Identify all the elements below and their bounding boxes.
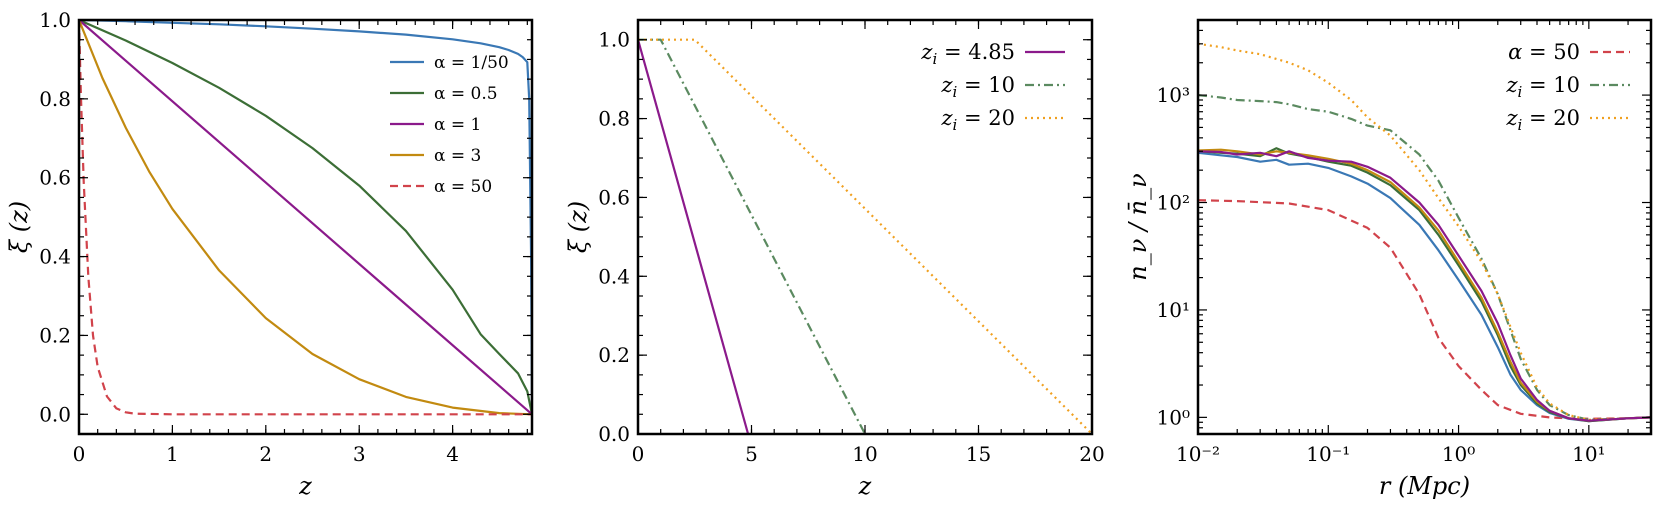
x-tick-label: 0 xyxy=(632,442,645,466)
series-line-4 xyxy=(79,20,532,416)
legend-label: zi = 20 xyxy=(1505,106,1580,134)
y-tick-label: 0.0 xyxy=(598,422,630,446)
y-tick-label: 1.0 xyxy=(39,8,71,32)
series-line-0 xyxy=(79,20,532,415)
legend-label: zi = 4.85 xyxy=(920,40,1015,68)
y-tick-label: 10¹ xyxy=(1157,298,1190,322)
series-line-0 xyxy=(1198,199,1651,420)
legend-entry: α = 1 xyxy=(390,115,481,135)
y-tick-label: 0.0 xyxy=(39,402,71,426)
series-line-0 xyxy=(638,39,750,434)
legend-label: α = 1/50 xyxy=(434,53,509,73)
y-tick-label: 0.4 xyxy=(39,245,71,269)
axes-frame xyxy=(636,18,1094,436)
x-tick-label: 5 xyxy=(745,442,758,466)
legend-entry: α = 50 xyxy=(390,177,492,197)
x-tick-label: 20 xyxy=(1079,442,1104,466)
x-tick-label: 2 xyxy=(259,442,272,466)
series-line-2 xyxy=(1198,42,1651,421)
panel-xi-zi: 0 5 10 15 20 0.0 0.2 0.4 0.6 0.8 1.0 z ξ (z) zi = 4.8… xyxy=(564,18,1105,500)
legend-label: α = 50 xyxy=(434,177,492,197)
series-line-1 xyxy=(638,38,866,434)
legend-entry: α = 50 xyxy=(1508,40,1630,64)
x-tick-label: 10¹ xyxy=(1572,442,1605,466)
x-tick-label: 0 xyxy=(73,442,86,466)
series-line-4 xyxy=(1198,147,1651,423)
series-line-6 xyxy=(1198,150,1651,422)
legend-label: zi = 20 xyxy=(940,106,1015,134)
x-tick-label: 1 xyxy=(166,442,179,466)
x-axis-label: z xyxy=(858,472,872,500)
series-line-3 xyxy=(1198,151,1651,423)
legend-entry: zi = 20 xyxy=(940,106,1065,134)
series-line-1 xyxy=(79,20,532,415)
legend-label: zi = 10 xyxy=(1505,73,1580,101)
legend-label: α = 3 xyxy=(434,146,481,166)
x-axis-label: r (Mpc) xyxy=(1379,472,1470,500)
y-tick-label: 0.2 xyxy=(39,323,71,347)
legend-entry: α = 1/50 xyxy=(390,53,509,73)
y-tick-label: 0.6 xyxy=(598,185,630,209)
legend-entry: zi = 20 xyxy=(1505,106,1630,134)
legend-label: α = 1 xyxy=(434,115,481,135)
y-axis-label: ξ (z) xyxy=(564,201,592,253)
legend-entry: zi = 10 xyxy=(1505,73,1630,101)
x-tick-label: 4 xyxy=(446,442,459,466)
series-line-5 xyxy=(1198,148,1651,422)
legend-label: α = 50 xyxy=(1508,40,1580,64)
legend-entry: zi = 10 xyxy=(940,73,1065,101)
x-tick-label: 10 xyxy=(852,442,877,466)
y-tick-label: 0.4 xyxy=(598,264,630,288)
legend-label: α = 0.5 xyxy=(434,84,498,104)
axes-frame xyxy=(1196,18,1653,436)
legend-entry: α = 0.5 xyxy=(390,84,498,104)
legend-label: zi = 10 xyxy=(940,73,1015,101)
series-line-2 xyxy=(638,38,1092,434)
y-tick-label: 0.8 xyxy=(39,87,71,111)
series-line-3 xyxy=(79,20,532,416)
series-line-1 xyxy=(1198,94,1651,421)
panel-density-profile: 10⁻² 10⁻¹ 10⁰ 10¹ 10⁰ 10¹ 10² 10³ r (Mpc) n_ν / n… xyxy=(1124,18,1653,500)
legend-entry: α = 3 xyxy=(390,146,481,166)
plot-area xyxy=(79,20,532,416)
y-tick-label: 10⁰ xyxy=(1157,405,1190,429)
plot-area xyxy=(638,38,1092,434)
y-axis-label: n_ν / n̄_ν xyxy=(1124,173,1152,280)
y-axis-label: ξ (z) xyxy=(5,201,33,253)
x-tick-label: 10⁻² xyxy=(1176,442,1220,466)
series-line-2 xyxy=(79,20,532,416)
y-tick-label: 0.6 xyxy=(39,166,71,190)
plot-area xyxy=(1198,42,1651,423)
y-tick-label: 0.8 xyxy=(598,107,630,131)
y-tick-label: 10² xyxy=(1157,191,1190,215)
y-tick-label: 10³ xyxy=(1157,83,1190,107)
x-tick-label: 15 xyxy=(966,442,991,466)
panel-xi-alpha: 0 1 2 3 4 0.0 0.2 0.4 0.6 0.8 1.0 z ξ (z) α = 1/50 α =… xyxy=(5,8,534,500)
x-tick-label: 10⁰ xyxy=(1442,442,1475,466)
y-tick-label: 0.2 xyxy=(598,343,630,367)
x-tick-label: 3 xyxy=(353,442,366,466)
x-axis-label: z xyxy=(298,472,312,500)
legend-entry: zi = 4.85 xyxy=(920,40,1065,68)
x-tick-label: 10⁻¹ xyxy=(1306,442,1350,466)
axes-frame xyxy=(77,18,534,436)
y-tick-label: 1.0 xyxy=(598,28,630,52)
